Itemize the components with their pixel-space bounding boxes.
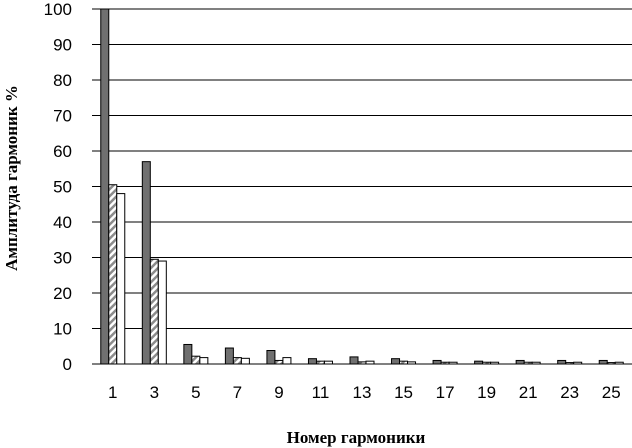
bar-h15-s1 (391, 358, 401, 365)
bar-h25-s1 (598, 359, 608, 365)
x-tick-label: 19 (477, 383, 496, 402)
bar-h7-s1 (224, 347, 234, 365)
y-tick-label: 80 (53, 71, 72, 90)
bar-h5-s3 (199, 357, 209, 365)
y-tick-label: 40 (53, 213, 72, 232)
gridlines (92, 8, 632, 329)
y-tick-label: 60 (53, 142, 72, 161)
x-tick-label: 7 (233, 383, 242, 402)
x-tick-label: 23 (560, 383, 579, 402)
x-axis-ticks: 1 3 5 7 9 11 13 15 17 19 21 23 25 (108, 383, 621, 402)
y-tick-label: 90 (53, 36, 72, 55)
y-tick-label: 70 (53, 107, 72, 126)
bar-h11-s1 (307, 358, 317, 365)
bar-h1-s2 (108, 184, 118, 365)
bar-h3-s1 (141, 161, 151, 365)
y-axis-ticks: 0 10 20 30 40 50 60 70 80 90 100 (44, 0, 72, 374)
x-tick-label: 5 (191, 383, 200, 402)
y-tick-label: 30 (53, 249, 72, 268)
x-tick-label: 17 (436, 383, 455, 402)
x-tick-label: 11 (312, 383, 330, 402)
bar-h9-s3 (282, 357, 292, 365)
bar-h21-s1 (515, 359, 525, 365)
y-tick-label: 10 (53, 320, 72, 339)
x-tick-label: 21 (519, 383, 538, 402)
bar-h9-s1 (266, 350, 276, 365)
y-tick-label: 0 (63, 355, 72, 374)
bar-h3-s3 (157, 260, 167, 365)
x-tick-label: 25 (602, 383, 621, 402)
bar-h7-s3 (240, 357, 250, 365)
x-tick-label: 13 (353, 383, 372, 402)
bar-h9-s2 (274, 359, 284, 365)
x-axis-title: Номер гармоники (287, 428, 426, 447)
x-tick-label: 1 (108, 383, 117, 402)
bar-h13-s1 (349, 356, 359, 365)
bar-h3-s2 (149, 258, 159, 365)
bar-h7-s2 (232, 357, 242, 365)
bar-h1-s1 (100, 8, 110, 365)
bar-h23-s1 (557, 359, 567, 365)
y-tick-label: 50 (53, 178, 72, 197)
bar-h1-s3 (116, 193, 126, 365)
bar-h5-s1 (183, 343, 193, 365)
bar-h17-s1 (432, 359, 442, 365)
y-axis-title: Амплитуда гармоник % (2, 85, 21, 271)
bar-h5-s2 (191, 355, 201, 365)
x-tick-label: 15 (394, 383, 413, 402)
x-tick-label: 9 (274, 383, 283, 402)
y-tick-label: 100 (44, 0, 72, 19)
x-tick-label: 3 (150, 383, 159, 402)
y-tick-label: 20 (53, 284, 72, 303)
bars (100, 8, 624, 365)
